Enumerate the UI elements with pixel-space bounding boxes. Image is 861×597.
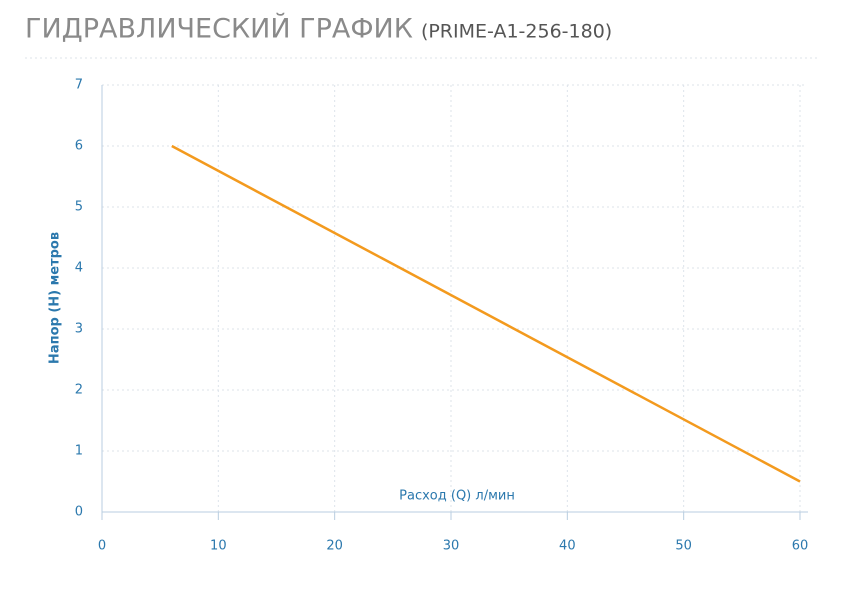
- chart-subtitle: (PRIME-A1-256-180): [421, 21, 612, 43]
- y-tick-label: 7: [75, 78, 83, 93]
- x-tick-label: 30: [443, 539, 460, 554]
- x-tick-label: 0: [98, 539, 106, 554]
- x-axis-label: Расход (Q) л/мин: [399, 489, 515, 504]
- chart-title: ГИДРАВЛИЧЕСКИЙ ГРАФИК: [25, 13, 413, 45]
- x-tick-label: 40: [559, 539, 576, 554]
- x-tick-label: 10: [210, 539, 227, 554]
- x-tick-label: 50: [675, 539, 692, 554]
- y-tick-label: 6: [75, 139, 83, 154]
- y-axis-label: Напор (H) метров: [48, 232, 63, 364]
- y-tick-label: 1: [75, 444, 83, 459]
- x-tick-label: 60: [792, 539, 809, 554]
- data-line: [171, 144, 801, 483]
- y-tick-label: 2: [75, 383, 83, 398]
- y-tick-label: 3: [75, 322, 83, 337]
- y-tick-label: 4: [75, 261, 83, 276]
- y-tick-label: 5: [75, 200, 83, 215]
- y-tick-label: 0: [75, 505, 83, 520]
- x-tick-label: 20: [326, 539, 343, 554]
